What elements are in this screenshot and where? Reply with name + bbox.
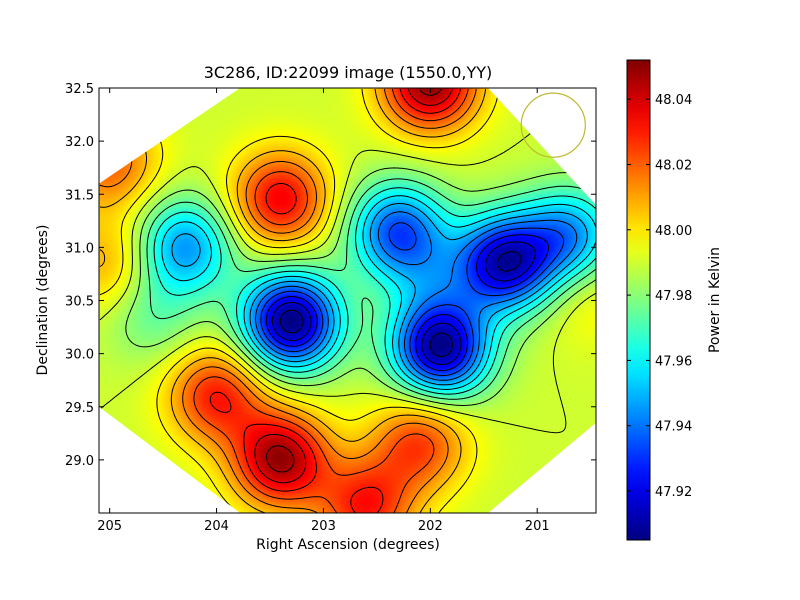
colorbar-gradient xyxy=(626,59,651,541)
x-tick-label: 201 xyxy=(525,519,550,534)
y-tick-label: 29.0 xyxy=(65,454,94,469)
heatmap-image xyxy=(99,88,596,513)
chart-title: 3C286, ID:22099 image (1550.0,YY) xyxy=(204,63,493,82)
plot-area xyxy=(99,88,596,513)
x-tick-label: 202 xyxy=(418,519,443,534)
y-tick-label: 29.5 xyxy=(65,401,94,416)
contour-line xyxy=(99,88,500,513)
contour-line xyxy=(266,88,442,473)
colorbar-tick-label: 47.92 xyxy=(655,485,692,500)
contour-line xyxy=(255,211,578,381)
contour-line xyxy=(99,88,477,513)
x-tick-label: 204 xyxy=(204,519,229,534)
x-axis-label: Right Ascension (degrees) xyxy=(256,537,440,553)
contour-line xyxy=(254,88,453,484)
contour-line xyxy=(99,88,487,513)
contour-line xyxy=(271,241,536,366)
y-tick-label: 30.0 xyxy=(65,348,94,363)
colorbar-tick-label: 48.00 xyxy=(655,224,692,239)
y-axis: 29.0 29.5 30.0 30.5 31.0 31.5 32.0 32.5 xyxy=(65,82,596,469)
y-axis-label: Declination (degrees) xyxy=(35,225,51,376)
y-tick-label: 32.0 xyxy=(65,135,94,150)
contour-line xyxy=(260,222,565,377)
colorbar-tick-label: 47.94 xyxy=(655,420,692,435)
y-tick-label: 32.5 xyxy=(65,82,94,97)
colorbar-ticks: 47.92 47.94 47.96 47.98 48.00 48.02 48.04 xyxy=(627,93,692,500)
colorbar: 47.92 47.94 47.96 47.98 48.00 48.02 48.04 Powe… xyxy=(626,59,723,541)
contour-line xyxy=(161,195,596,390)
beam-marker xyxy=(520,92,586,158)
y-tick-label: 31.0 xyxy=(65,241,94,256)
contour-line xyxy=(193,88,469,513)
y-tick-label: 31.5 xyxy=(65,188,94,203)
x-tick-label: 205 xyxy=(97,519,122,534)
contour-line xyxy=(279,251,522,357)
x-tick-label: 203 xyxy=(311,519,336,534)
y-tick-label: 30.5 xyxy=(65,295,94,310)
colorbar-tick-label: 47.96 xyxy=(655,354,692,369)
contour-line xyxy=(209,88,461,513)
contour-line xyxy=(171,203,588,386)
colorbar-tick-label: 48.02 xyxy=(655,158,692,173)
colorbar-label: Power in Kelvin xyxy=(707,247,723,353)
contour-line xyxy=(265,234,549,371)
x-axis: 205 204 203 202 201 xyxy=(97,88,550,534)
colorbar-tick-label: 47.98 xyxy=(655,289,692,304)
colorbar-tick-label: 48.04 xyxy=(655,93,692,108)
